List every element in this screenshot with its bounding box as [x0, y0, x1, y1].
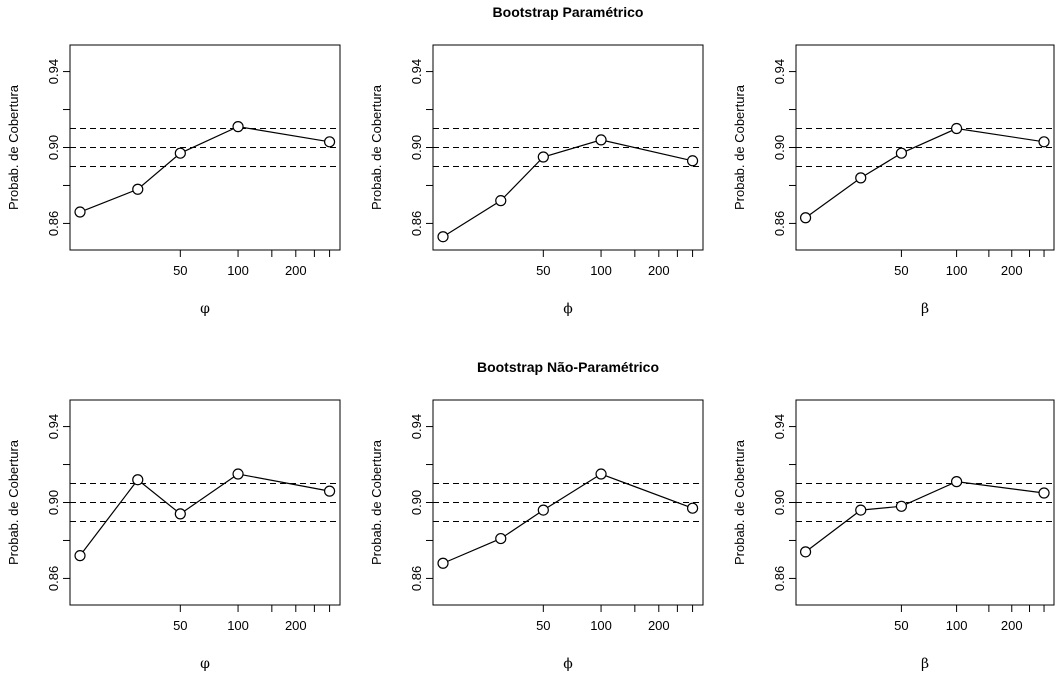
y-tick-label: 0.90 [46, 490, 61, 515]
y-tick-label: 0.90 [409, 135, 424, 160]
x-tick-label: 100 [946, 263, 968, 278]
data-point [1038, 487, 1050, 499]
y-tick-label: 0.86 [772, 566, 787, 591]
row-title: Bootstrap Não-Paramétrico [477, 359, 659, 375]
data-point [323, 485, 336, 497]
data-line [805, 127, 1045, 219]
data-point [437, 231, 449, 243]
data-point [74, 206, 86, 218]
data-line [442, 139, 693, 238]
y-tick-label: 0.86 [409, 566, 424, 591]
y-axis-label: Probab. de Cobertura [732, 439, 747, 565]
x-tick-label: 50 [173, 618, 187, 633]
x-axis-label: β [921, 656, 929, 672]
x-tick-label: 100 [590, 263, 612, 278]
data-point [74, 550, 86, 562]
x-tick-label: 50 [536, 263, 550, 278]
data-point [855, 172, 867, 184]
plot-frame [795, 399, 1055, 606]
data-point [537, 151, 549, 163]
y-tick-label: 0.90 [46, 135, 61, 160]
data-point [686, 155, 699, 167]
data-point [437, 557, 449, 569]
x-axis-label: ϕ [563, 301, 573, 317]
x-tick-label: 200 [648, 618, 670, 633]
data-point [686, 502, 699, 514]
data-point [595, 134, 607, 146]
x-tick-label: 100 [227, 263, 249, 278]
y-tick-label: 0.86 [46, 211, 61, 236]
y-tick-label: 0.94 [409, 59, 424, 84]
data-point [895, 147, 908, 159]
y-tick-label: 0.94 [409, 414, 424, 439]
data-point [132, 474, 144, 486]
data-line [79, 473, 330, 557]
data-point [950, 476, 963, 488]
y-tick-label: 0.86 [772, 211, 787, 236]
x-tick-label: 200 [285, 263, 307, 278]
x-axis-label: φ [200, 656, 210, 672]
y-axis-label: Probab. de Cobertura [732, 84, 747, 210]
data-point [323, 136, 336, 148]
x-tick-label: 100 [590, 618, 612, 633]
data-point [495, 195, 507, 207]
data-line [79, 125, 330, 213]
x-axis-label: ϕ [563, 656, 573, 672]
x-tick-label: 50 [894, 618, 908, 633]
x-axis-label: β [921, 301, 929, 317]
y-axis-label: Probab. de Cobertura [369, 84, 384, 210]
y-tick-label: 0.94 [46, 414, 61, 439]
plot-frame [795, 44, 1055, 251]
x-tick-label: 50 [894, 263, 908, 278]
x-tick-label: 50 [173, 263, 187, 278]
y-tick-label: 0.90 [772, 490, 787, 515]
data-point [232, 468, 244, 480]
data-line [805, 481, 1045, 553]
y-axis-label: Probab. de Cobertura [369, 439, 384, 565]
y-tick-label: 0.94 [46, 59, 61, 84]
y-tick-label: 0.86 [46, 566, 61, 591]
data-line [442, 473, 693, 564]
data-point [855, 504, 867, 516]
x-tick-label: 200 [1001, 618, 1023, 633]
y-axis-label: Probab. de Cobertura [6, 439, 21, 565]
data-point [895, 500, 908, 512]
data-point [174, 147, 186, 159]
data-point [495, 532, 507, 545]
x-tick-label: 200 [285, 618, 307, 633]
data-point [595, 468, 607, 480]
data-point [799, 212, 812, 224]
data-point [537, 504, 549, 516]
y-tick-label: 0.90 [409, 490, 424, 515]
y-tick-label: 0.94 [772, 59, 787, 84]
y-tick-label: 0.94 [772, 414, 787, 439]
x-axis-label: φ [200, 301, 210, 317]
data-point [799, 546, 812, 558]
data-point [950, 122, 963, 135]
x-tick-label: 50 [536, 618, 550, 633]
x-tick-label: 200 [1001, 263, 1023, 278]
y-tick-label: 0.90 [772, 135, 787, 160]
data-point [132, 183, 144, 195]
x-tick-label: 100 [946, 618, 968, 633]
data-point [174, 508, 186, 520]
row-title: Bootstrap Paramétrico [493, 4, 644, 20]
data-point [232, 121, 244, 133]
data-point [1038, 136, 1050, 148]
y-tick-label: 0.86 [409, 211, 424, 236]
x-tick-label: 100 [227, 618, 249, 633]
x-tick-label: 200 [648, 263, 670, 278]
y-axis-label: Probab. de Cobertura [6, 84, 21, 210]
